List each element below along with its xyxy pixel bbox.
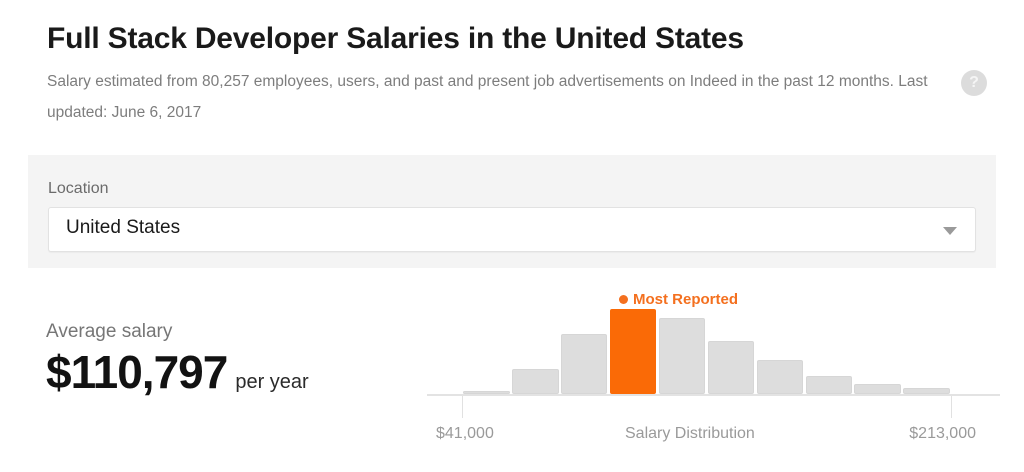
subtitle-row: Salary estimated from 80,257 employees, … xyxy=(47,66,987,128)
chart-axis-labels: $41,000 Salary Distribution $213,000 xyxy=(420,425,1000,449)
histogram-bar[interactable] xyxy=(658,318,706,394)
average-salary-block: Average salary $110,797 per year xyxy=(46,320,309,398)
axis-tick-max xyxy=(951,396,952,418)
histogram-bar[interactable] xyxy=(903,388,950,394)
histogram-bar[interactable] xyxy=(805,375,852,394)
question-mark-icon[interactable]: ? xyxy=(961,70,987,96)
histogram-bar[interactable] xyxy=(512,368,559,394)
axis-label-min: $41,000 xyxy=(436,425,494,442)
orange-dot-icon xyxy=(619,294,628,304)
histogram-plot xyxy=(420,309,1000,394)
most-reported-label: Most Reported xyxy=(633,291,738,308)
histogram-bar[interactable] xyxy=(561,334,608,394)
most-reported-legend: Most Reported xyxy=(619,291,738,308)
chevron-down-icon xyxy=(943,227,957,235)
chart-axis-line xyxy=(427,394,1000,396)
page-title: Full Stack Developer Salaries in the Uni… xyxy=(47,22,744,55)
axis-tick-min xyxy=(462,396,463,418)
salary-distribution-chart: Most Reported $41,000 Salary Distributio… xyxy=(420,285,1000,460)
location-select-value: United States xyxy=(66,217,181,238)
axis-label-title: Salary Distribution xyxy=(625,425,755,442)
average-salary-line: $110,797 per year xyxy=(46,346,309,398)
axis-label-max: $213,000 xyxy=(909,425,976,442)
histogram-bar-highlighted[interactable] xyxy=(609,309,657,394)
histogram-bar[interactable] xyxy=(707,341,755,394)
histogram-bar[interactable] xyxy=(463,391,510,394)
location-filter-panel: Location United States xyxy=(28,155,996,268)
histogram-bar[interactable] xyxy=(854,383,901,394)
histogram-bar[interactable] xyxy=(756,359,804,394)
average-salary-unit: per year xyxy=(235,371,309,393)
location-label: Location xyxy=(48,180,109,197)
page-header: Full Stack Developer Salaries in the Uni… xyxy=(47,20,987,128)
average-salary-label: Average salary xyxy=(46,321,173,342)
average-salary-value: $110,797 xyxy=(46,346,228,398)
location-select[interactable]: United States xyxy=(48,207,976,252)
page-subtitle: Salary estimated from 80,257 employees, … xyxy=(47,73,928,121)
